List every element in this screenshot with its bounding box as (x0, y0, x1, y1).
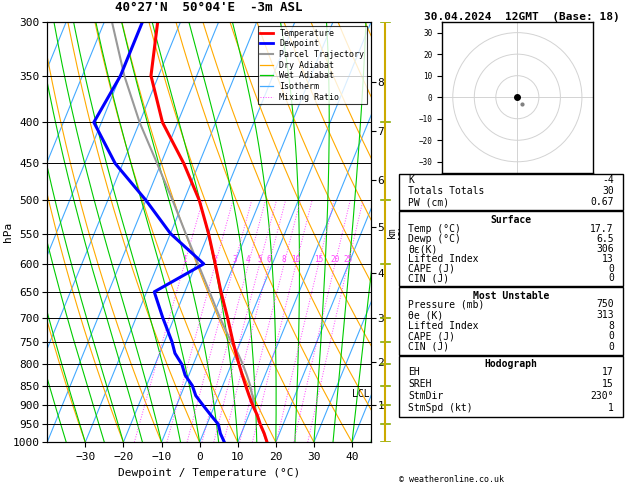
Text: 1: 1 (608, 403, 614, 413)
Text: StmSpd (kt): StmSpd (kt) (408, 403, 473, 413)
Text: 0: 0 (608, 331, 614, 341)
Text: © weatheronline.co.uk: © weatheronline.co.uk (399, 474, 504, 484)
Legend: Temperature, Dewpoint, Parcel Trajectory, Dry Adiabat, Wet Adiabat, Isotherm, Mi: Temperature, Dewpoint, Parcel Trajectory… (258, 26, 367, 104)
Text: 15: 15 (314, 255, 323, 264)
Text: -4: -4 (602, 175, 614, 185)
Text: CIN (J): CIN (J) (408, 274, 450, 283)
Text: 30: 30 (602, 187, 614, 196)
Text: Most Unstable: Most Unstable (473, 291, 549, 301)
Text: 306: 306 (596, 244, 614, 254)
Text: 0: 0 (608, 274, 614, 283)
Text: PW (cm): PW (cm) (408, 197, 450, 208)
Text: 4: 4 (246, 255, 251, 264)
Text: 3: 3 (232, 255, 237, 264)
Text: 8: 8 (608, 321, 614, 330)
Text: Hodograph: Hodograph (484, 359, 538, 369)
Text: Totals Totals: Totals Totals (408, 187, 485, 196)
X-axis label: kt: kt (511, 192, 523, 203)
Text: CIN (J): CIN (J) (408, 342, 450, 352)
Text: 230°: 230° (590, 391, 614, 401)
Text: 6: 6 (267, 255, 271, 264)
Text: 1: 1 (182, 255, 187, 264)
Text: θe (K): θe (K) (408, 310, 443, 320)
Text: 5: 5 (257, 255, 262, 264)
Text: hPa: hPa (3, 222, 13, 242)
Text: 13: 13 (602, 254, 614, 264)
Text: 2: 2 (213, 255, 218, 264)
Text: CAPE (J): CAPE (J) (408, 331, 455, 341)
Text: Dewp (°C): Dewp (°C) (408, 234, 461, 244)
Text: 15: 15 (602, 379, 614, 389)
Text: Pressure (mb): Pressure (mb) (408, 299, 485, 310)
Text: 0: 0 (608, 263, 614, 274)
Text: 6.5: 6.5 (596, 234, 614, 244)
Text: 750: 750 (596, 299, 614, 310)
Text: Lifted Index: Lifted Index (408, 254, 479, 264)
Text: 17.7: 17.7 (590, 225, 614, 234)
X-axis label: Dewpoint / Temperature (°C): Dewpoint / Temperature (°C) (118, 468, 300, 478)
Text: EH: EH (408, 367, 420, 377)
Text: 0.67: 0.67 (590, 197, 614, 208)
Text: 8: 8 (282, 255, 286, 264)
Text: 10: 10 (291, 255, 301, 264)
Text: Lifted Index: Lifted Index (408, 321, 479, 330)
Text: 25: 25 (343, 255, 353, 264)
Y-axis label: km
ASL: km ASL (387, 223, 408, 241)
Text: 40°27'N  50°04'E  -3m ASL: 40°27'N 50°04'E -3m ASL (115, 1, 303, 14)
Text: 313: 313 (596, 310, 614, 320)
Text: 17: 17 (602, 367, 614, 377)
Text: LCL: LCL (352, 389, 369, 399)
Text: K: K (408, 175, 415, 185)
Text: 20: 20 (330, 255, 340, 264)
Text: Surface: Surface (491, 215, 532, 225)
Text: SREH: SREH (408, 379, 432, 389)
Text: StmDir: StmDir (408, 391, 443, 401)
Text: Temp (°C): Temp (°C) (408, 225, 461, 234)
Text: 30.04.2024  12GMT  (Base: 18): 30.04.2024 12GMT (Base: 18) (425, 12, 620, 22)
Text: 0: 0 (608, 342, 614, 352)
Text: θε(K): θε(K) (408, 244, 438, 254)
Text: CAPE (J): CAPE (J) (408, 263, 455, 274)
